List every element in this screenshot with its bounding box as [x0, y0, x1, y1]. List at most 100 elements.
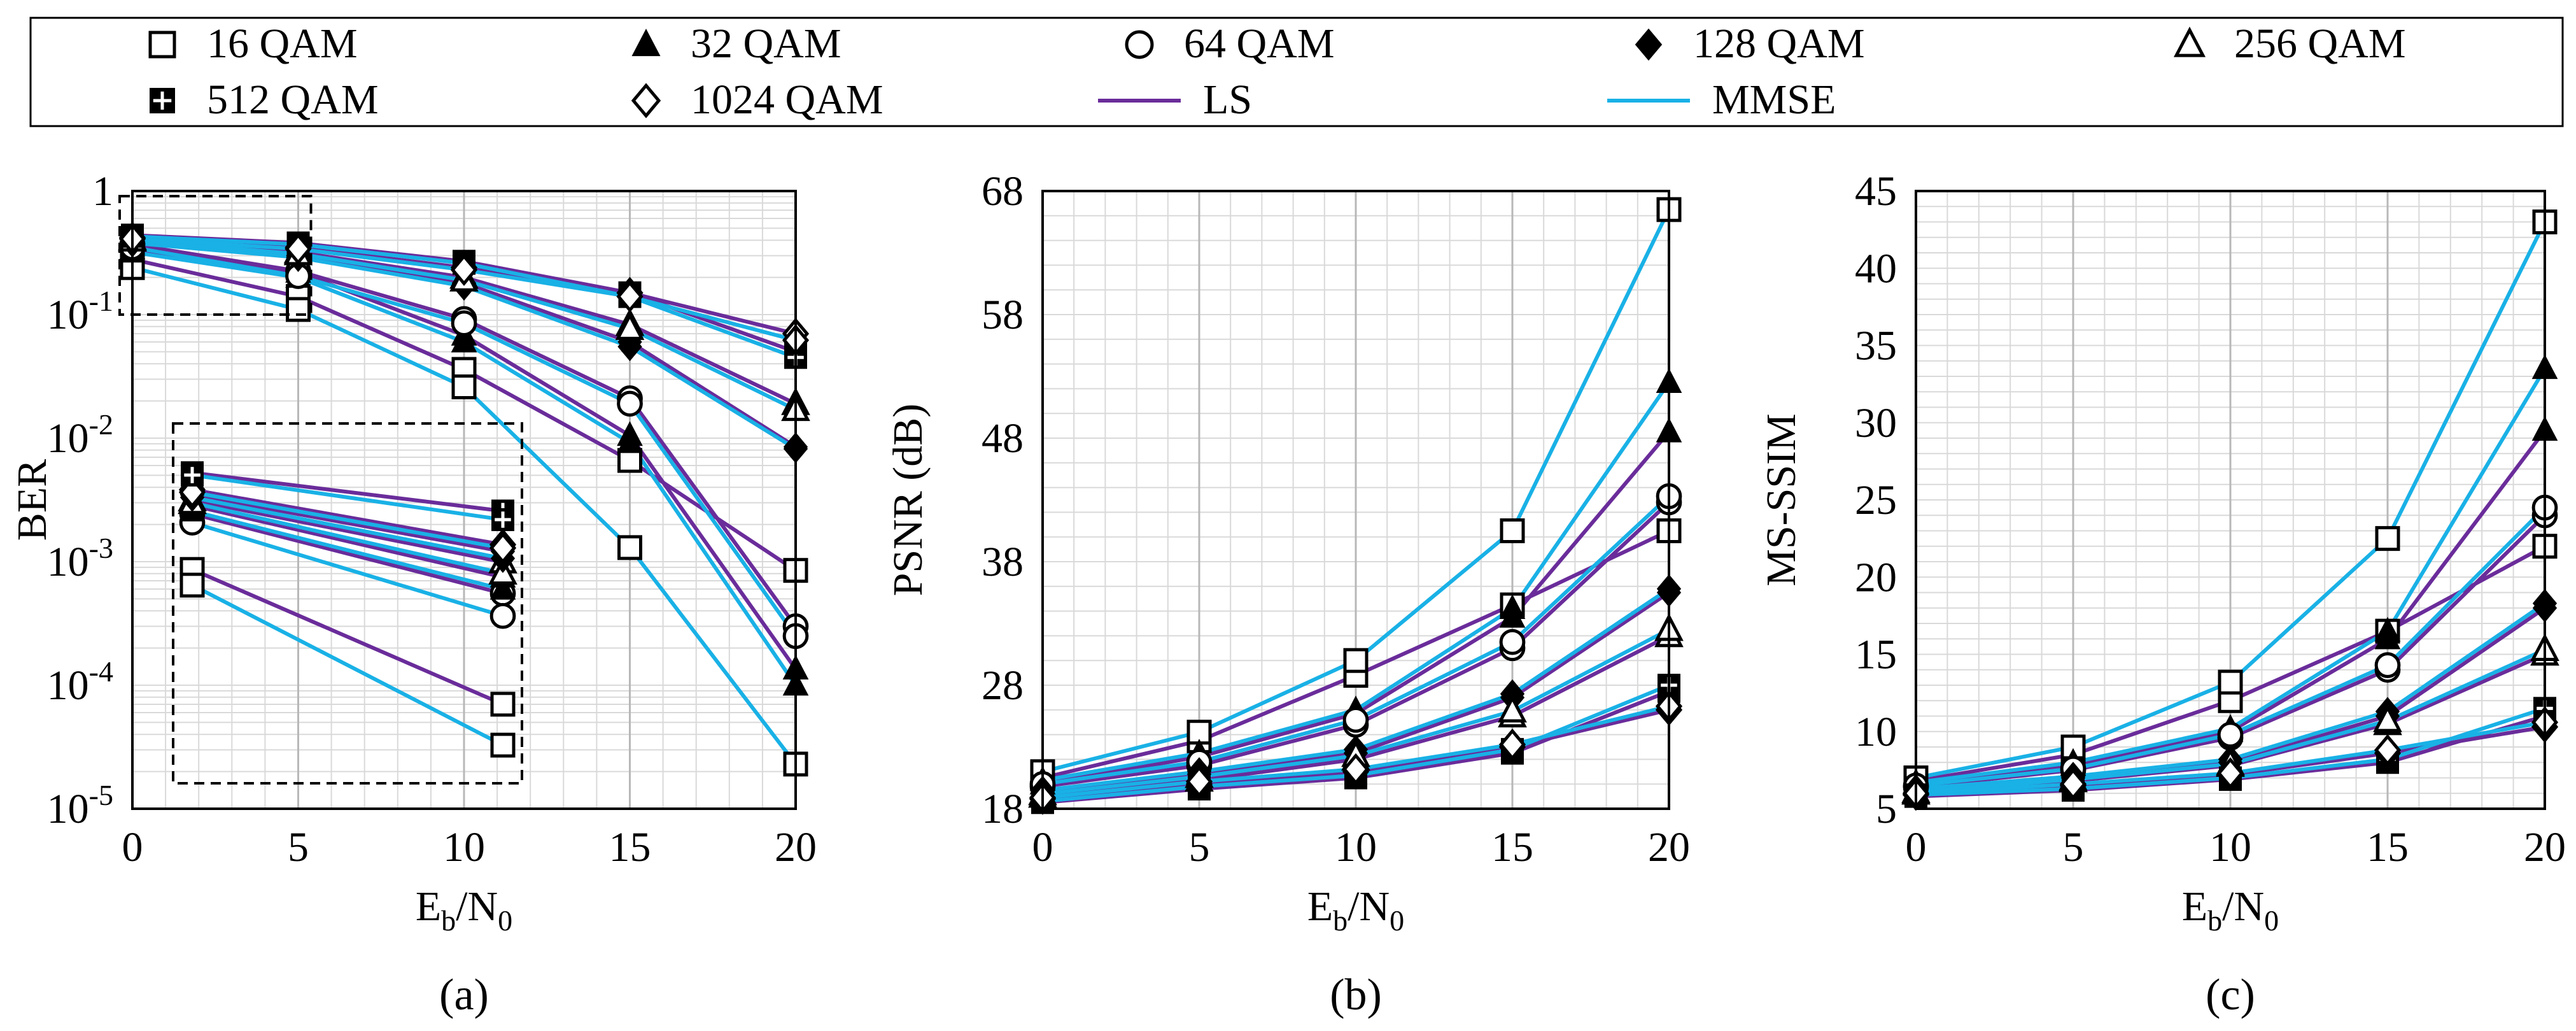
inset-point-qam1024-mmse	[489, 532, 517, 564]
x-label-sub2: 0	[2264, 904, 2279, 937]
marker-shape	[489, 602, 516, 629]
y-tick-labels: 110-110-210-310-410-5	[47, 168, 113, 832]
marker-shape	[617, 535, 642, 560]
y-tick-label: 28	[982, 662, 1024, 709]
y-tick-label: 40	[1855, 245, 1897, 292]
marker-shape	[631, 29, 661, 57]
point-qam256-mmse	[2373, 704, 2402, 732]
inset-point-qam64-mmse	[489, 602, 516, 629]
grid	[131, 191, 797, 809]
y-tick-base: 68	[982, 168, 1024, 215]
point-qam64-mmse	[617, 390, 643, 417]
inset-line-qam128-mmse	[192, 495, 503, 560]
inset-line-qam16-mmse	[191, 583, 504, 747]
inset-line-qam1024-mmse	[192, 490, 503, 550]
x-label-sub1: b	[1333, 904, 1348, 937]
inset-line-qam256-mmse	[192, 501, 503, 576]
x-tick-labels: 0 5 10 15 20	[1032, 824, 1691, 871]
y-tick-base: 35	[1855, 323, 1897, 369]
y-tick-label: 38	[982, 539, 1024, 585]
y-tick-exponent: -2	[89, 408, 113, 441]
marker-shape	[286, 297, 311, 322]
y-tick-label: 68	[982, 168, 1024, 215]
marker-shape	[451, 310, 477, 337]
point-qam64-mmse	[1499, 629, 1526, 655]
point-qam1024-mmse	[2374, 734, 2402, 766]
legend-marker-qam1024	[631, 83, 661, 118]
inset-line-qam512-mmse	[192, 473, 503, 522]
inset-point-qam512-mmse	[181, 463, 204, 487]
y-tick-label: 58	[982, 292, 1024, 338]
x-tick-label: 5	[2063, 824, 2084, 871]
y-axis-label: PSNR (dB)	[885, 404, 931, 597]
plot-frame	[131, 190, 797, 810]
marker-shape	[1498, 728, 1526, 761]
y-tick-base: 15	[1855, 632, 1897, 678]
marker-shape	[2216, 757, 2244, 790]
point-qam32-mmse	[2374, 616, 2401, 642]
legend-label-qam512: 512 QAM	[207, 76, 379, 123]
y-tick-label: 35	[1855, 323, 1897, 369]
y-axis-label: BER	[9, 459, 55, 541]
x-tick-label: 15	[609, 824, 651, 871]
y-tick-base: 20	[1855, 554, 1897, 601]
marker-shape	[2173, 26, 2206, 57]
x-tick-label: 20	[2524, 824, 2566, 871]
point-qam64-mmse	[1342, 706, 1369, 733]
y-tick-label: 10-1	[47, 285, 113, 338]
x-label-mid: /N	[1348, 883, 1390, 930]
x-label-main: E	[416, 883, 441, 930]
inset-line-qam32-mmse	[192, 509, 503, 592]
marker-shape	[616, 280, 644, 313]
inset-point-qam16-ls	[490, 692, 516, 717]
y-tick-exponent: -1	[89, 285, 113, 317]
marker-shape	[2217, 722, 2244, 748]
legend: 16 QAM 32 QAM 64 QAM 128 QAM 256 QAM 512 QAM 1…	[29, 17, 2564, 127]
inset-point-qam16-mmse	[490, 732, 516, 758]
y-tick-labels: 18 28 38 48 58 68	[982, 168, 1024, 832]
inset-point-qam512-mmse	[491, 508, 514, 532]
y-tick-label: 10-3	[47, 532, 113, 585]
marker-shape	[285, 232, 312, 266]
inset	[118, 195, 523, 785]
marker-shape	[1499, 594, 1526, 620]
legend-entry-qam512: 512 QAM	[150, 76, 379, 123]
legend-entry-qam16: 16 QAM	[148, 20, 358, 67]
panel-label: (c)	[2206, 971, 2255, 1020]
x-tick-label: 0	[1906, 824, 1927, 871]
y-tick-label: 10	[1855, 709, 1897, 755]
legend-label-qam128: 128 QAM	[1693, 20, 1865, 67]
marker-shape	[2375, 526, 2400, 551]
x-tick-label: 10	[443, 824, 485, 871]
point-qam64-mmse	[2374, 652, 2401, 678]
marker-shape	[148, 31, 176, 59]
x-tick-labels: 0 5 10 15 20	[122, 824, 817, 871]
marker-shape	[617, 390, 643, 417]
marker-shape	[1499, 629, 1526, 655]
x-label-sub1: b	[441, 904, 456, 937]
marker-shape	[489, 574, 516, 600]
marker-shape	[1500, 518, 1525, 543]
inset-line-qam512-ls	[192, 471, 503, 513]
marker-shape	[2373, 704, 2402, 732]
x-axis-label: Eb/N0	[416, 883, 512, 937]
marker-shape	[451, 374, 477, 399]
point-qam1024-mmse	[616, 280, 644, 313]
point-qam1024-mmse	[285, 232, 312, 266]
point-qam32-mmse	[617, 428, 643, 453]
marker-shape	[631, 83, 661, 118]
y-tick-base: 38	[982, 539, 1024, 585]
legend-label-mmse: MMSE	[1712, 76, 1836, 123]
marker-shape	[2374, 616, 2401, 642]
y-tick-base: 25	[1855, 477, 1897, 523]
y-tick-base: 18	[982, 786, 1024, 832]
x-tick-label: 15	[1491, 824, 1533, 871]
point-qam64-mmse	[451, 310, 477, 337]
legend-entry-mmse: MMSE	[1607, 76, 1836, 123]
y-tick-base: 45	[1855, 168, 1897, 215]
panel-label: (b)	[1330, 971, 1382, 1020]
point-qam32-mmse	[1499, 594, 1526, 620]
point-qam1024-mmse	[450, 253, 478, 286]
